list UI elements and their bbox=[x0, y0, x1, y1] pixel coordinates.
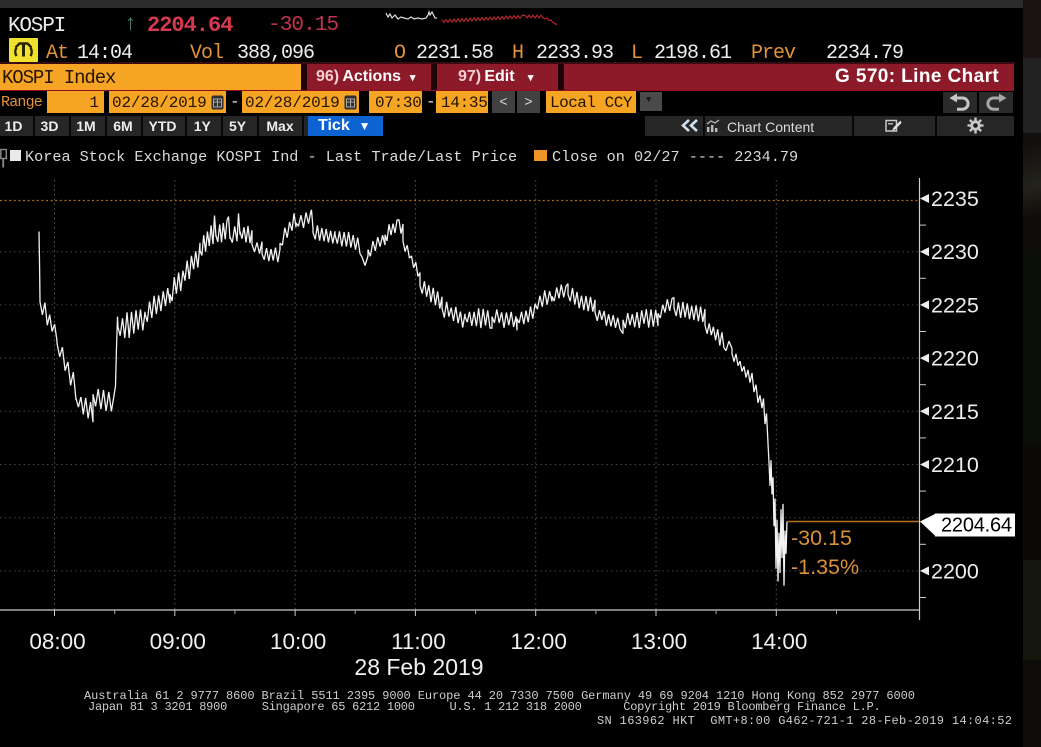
svg-text:2225: 2225 bbox=[931, 293, 979, 317]
svg-text:-1.35%: -1.35% bbox=[791, 555, 859, 579]
svg-text:2204.64: 2204.64 bbox=[941, 515, 1012, 537]
svg-text:2210: 2210 bbox=[931, 453, 979, 477]
svg-text:09:00: 09:00 bbox=[150, 629, 206, 654]
svg-text:2215: 2215 bbox=[931, 400, 979, 424]
svg-text:12:00: 12:00 bbox=[511, 629, 567, 654]
svg-text:2230: 2230 bbox=[931, 240, 979, 264]
svg-text:28 Feb 2019: 28 Feb 2019 bbox=[354, 654, 483, 679]
svg-text:13:00: 13:00 bbox=[631, 629, 687, 654]
svg-text:2235: 2235 bbox=[931, 187, 979, 211]
svg-text:2220: 2220 bbox=[931, 347, 979, 371]
svg-text:10:00: 10:00 bbox=[270, 629, 326, 654]
svg-text:-30.15: -30.15 bbox=[791, 526, 852, 550]
svg-text:11:00: 11:00 bbox=[391, 629, 446, 654]
svg-text:2200: 2200 bbox=[931, 559, 979, 583]
svg-text:14:00: 14:00 bbox=[751, 629, 807, 654]
svg-text:08:00: 08:00 bbox=[29, 629, 85, 654]
